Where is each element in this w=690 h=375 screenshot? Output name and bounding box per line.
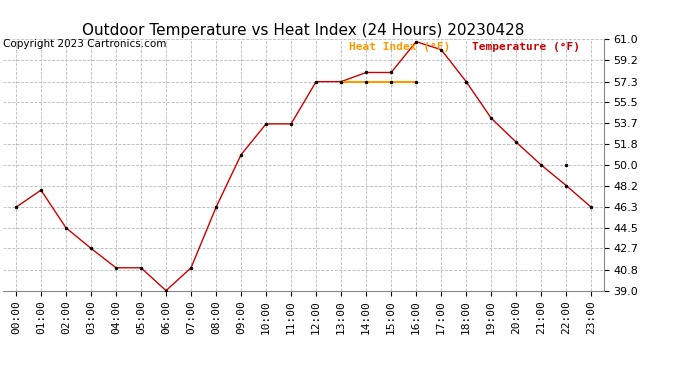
Text: Copyright 2023 Cartronics.com: Copyright 2023 Cartronics.com <box>3 39 167 50</box>
Text: Heat Index (°F): Heat Index (°F) <box>348 42 450 52</box>
Text: Temperature (°F): Temperature (°F) <box>472 42 580 52</box>
Title: Outdoor Temperature vs Heat Index (24 Hours) 20230428: Outdoor Temperature vs Heat Index (24 Ho… <box>82 23 525 38</box>
